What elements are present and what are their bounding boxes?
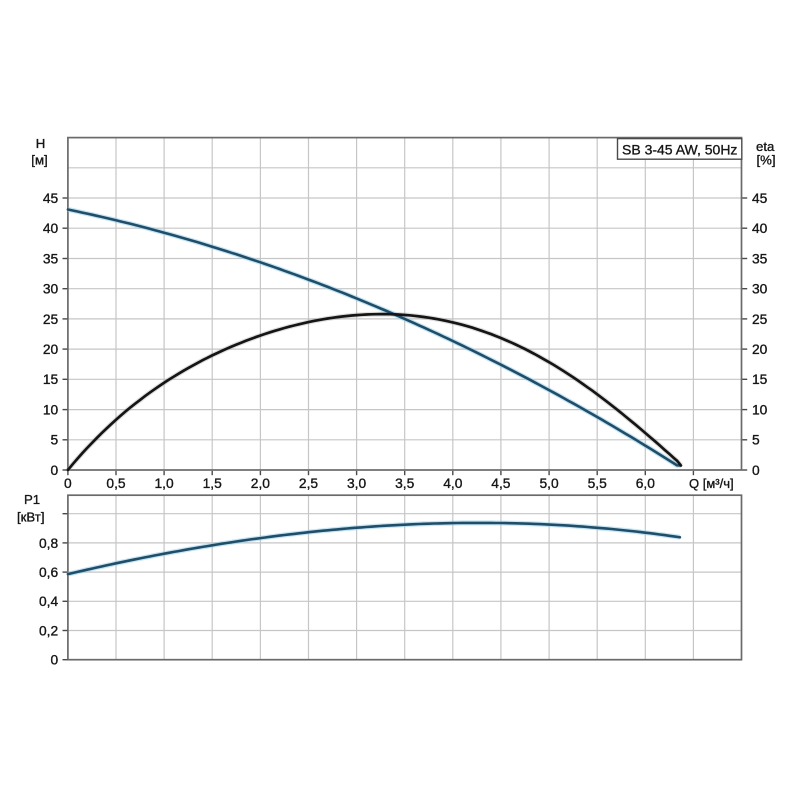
svg-text:10: 10 — [752, 403, 768, 418]
svg-text:40: 40 — [752, 221, 768, 236]
svg-text:4,5: 4,5 — [491, 476, 511, 491]
svg-text:SB 3-45 AW, 50Hz: SB 3-45 AW, 50Hz — [622, 141, 737, 157]
svg-text:3,0: 3,0 — [347, 476, 367, 491]
svg-text:0: 0 — [752, 463, 760, 478]
svg-text:45: 45 — [43, 191, 59, 206]
svg-text:2,0: 2,0 — [251, 476, 271, 491]
svg-text:4,0: 4,0 — [443, 476, 463, 491]
svg-text:40: 40 — [43, 221, 59, 236]
svg-text:30: 30 — [43, 282, 59, 297]
svg-text:25: 25 — [752, 312, 768, 327]
svg-text:0,5: 0,5 — [106, 476, 126, 491]
svg-text:5: 5 — [51, 433, 59, 448]
svg-text:1,0: 1,0 — [155, 476, 175, 491]
svg-text:[м]: [м] — [31, 153, 47, 168]
svg-text:35: 35 — [43, 251, 59, 266]
svg-text:H: H — [36, 136, 46, 151]
svg-text:0,2: 0,2 — [39, 623, 58, 638]
svg-text:0,4: 0,4 — [39, 594, 59, 609]
svg-text:0: 0 — [51, 463, 59, 478]
svg-text:3,5: 3,5 — [395, 476, 415, 491]
svg-text:P1: P1 — [24, 492, 40, 507]
svg-text:[кВт]: [кВт] — [17, 510, 45, 525]
svg-text:5: 5 — [752, 433, 760, 448]
svg-text:25: 25 — [43, 312, 59, 327]
svg-text:2,5: 2,5 — [299, 476, 319, 491]
svg-text:20: 20 — [752, 342, 768, 357]
svg-text:0,8: 0,8 — [39, 536, 59, 551]
svg-text:15: 15 — [752, 372, 768, 387]
svg-text:20: 20 — [43, 342, 59, 357]
svg-text:eta: eta — [756, 139, 775, 154]
svg-text:35: 35 — [752, 251, 768, 266]
svg-text:15: 15 — [43, 372, 59, 387]
svg-text:0: 0 — [64, 476, 72, 491]
svg-text:0,6: 0,6 — [39, 565, 59, 580]
svg-text:0: 0 — [51, 653, 59, 668]
svg-text:30: 30 — [752, 282, 768, 297]
svg-text:Q [м³/ч]: Q [м³/ч] — [689, 476, 734, 491]
svg-text:1,5: 1,5 — [203, 476, 223, 491]
svg-text:10: 10 — [43, 403, 59, 418]
svg-text:6,0: 6,0 — [636, 476, 656, 491]
svg-text:5,5: 5,5 — [588, 476, 608, 491]
svg-text:5,0: 5,0 — [540, 476, 560, 491]
svg-text:[%]: [%] — [757, 153, 776, 168]
svg-text:45: 45 — [752, 191, 768, 206]
